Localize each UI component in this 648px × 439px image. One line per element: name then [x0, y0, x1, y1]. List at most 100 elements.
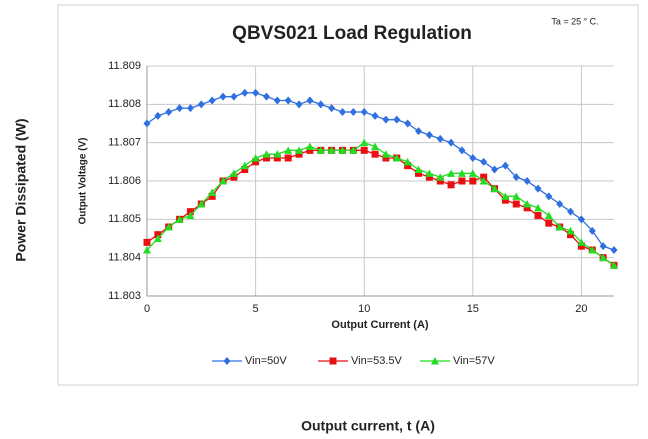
marker	[468, 169, 477, 177]
marker	[175, 215, 184, 223]
marker	[501, 192, 510, 200]
marker	[404, 162, 412, 170]
marker	[328, 104, 336, 113]
marker	[349, 108, 357, 116]
marker	[153, 234, 162, 242]
marker	[415, 127, 423, 136]
marker	[381, 150, 390, 158]
marker	[273, 150, 282, 158]
marker	[284, 154, 292, 162]
marker	[284, 96, 292, 105]
y-tick-label: 11.805	[108, 213, 141, 225]
marker	[219, 92, 227, 101]
marker	[252, 158, 260, 166]
marker	[251, 154, 260, 162]
marker	[403, 157, 412, 166]
marker	[371, 142, 380, 150]
marker	[197, 100, 205, 109]
outer-y-label: Power Dissipated (W)	[13, 118, 29, 261]
marker	[610, 246, 618, 254]
marker	[305, 142, 314, 150]
marker	[262, 154, 270, 162]
marker	[588, 226, 596, 235]
marker	[186, 104, 194, 113]
marker	[327, 146, 336, 154]
marker	[240, 161, 249, 170]
marker	[252, 88, 260, 97]
y-tick-label: 11.803	[108, 290, 141, 302]
marker	[229, 169, 238, 177]
y-tick-label: 11.808	[108, 98, 141, 110]
marker	[317, 100, 325, 109]
marker	[545, 219, 553, 227]
series-line	[146, 141, 615, 266]
legend-label: Vin=53.5V	[351, 355, 403, 367]
x-tick-label: 20	[575, 303, 587, 315]
marker	[425, 169, 434, 177]
marker	[338, 108, 346, 116]
marker	[566, 226, 575, 235]
marker	[457, 169, 466, 177]
chart-frame	[57, 4, 639, 386]
marker	[447, 138, 455, 147]
marker	[306, 146, 314, 154]
marker	[295, 146, 304, 154]
marker	[414, 165, 423, 173]
y-axis-label: Output Voltage (V)	[78, 137, 89, 224]
x-axis-label: Output Current (A)	[331, 319, 428, 331]
marker	[436, 177, 444, 185]
marker	[533, 203, 542, 212]
marker	[480, 157, 488, 166]
marker	[241, 88, 249, 97]
marker	[544, 211, 553, 219]
marker	[164, 223, 173, 231]
marker	[295, 150, 303, 158]
marker	[567, 231, 575, 239]
marker	[415, 169, 423, 177]
y-tick-label: 11.809	[108, 60, 141, 72]
marker	[556, 200, 564, 208]
marker	[447, 181, 455, 189]
marker	[447, 169, 456, 177]
marker	[610, 261, 618, 269]
marker	[165, 108, 173, 116]
marker	[338, 146, 347, 154]
chart-title: QBVS021 Load Regulation	[232, 23, 472, 44]
marker	[577, 238, 586, 246]
marker	[273, 96, 281, 105]
marker	[143, 238, 151, 246]
marker	[371, 111, 379, 120]
marker	[545, 192, 553, 201]
marker	[284, 146, 293, 154]
legend-label: Vin=50V	[245, 355, 287, 367]
marker	[491, 165, 499, 174]
marker	[186, 211, 195, 219]
marker	[512, 173, 520, 182]
marker	[534, 184, 542, 193]
marker	[197, 200, 206, 208]
y-tick-label: 11.804	[108, 252, 141, 264]
marker	[241, 166, 249, 173]
marker	[143, 246, 151, 254]
marker	[567, 207, 575, 216]
outer-x-label: Output current, t (A)	[301, 418, 435, 434]
marker	[382, 115, 390, 124]
marker	[219, 177, 228, 185]
marker	[523, 204, 531, 212]
marker	[262, 150, 271, 158]
marker	[208, 188, 217, 196]
marker	[599, 242, 607, 251]
marker	[501, 196, 509, 204]
marker	[501, 161, 509, 170]
marker	[230, 173, 238, 181]
marker	[208, 192, 216, 200]
marker	[404, 119, 412, 128]
marker	[599, 253, 608, 262]
marker	[469, 177, 477, 185]
marker	[425, 131, 433, 139]
marker	[523, 200, 532, 208]
x-tick-label: 15	[467, 303, 479, 315]
x-tick-label: 5	[253, 303, 259, 315]
marker	[512, 200, 520, 208]
